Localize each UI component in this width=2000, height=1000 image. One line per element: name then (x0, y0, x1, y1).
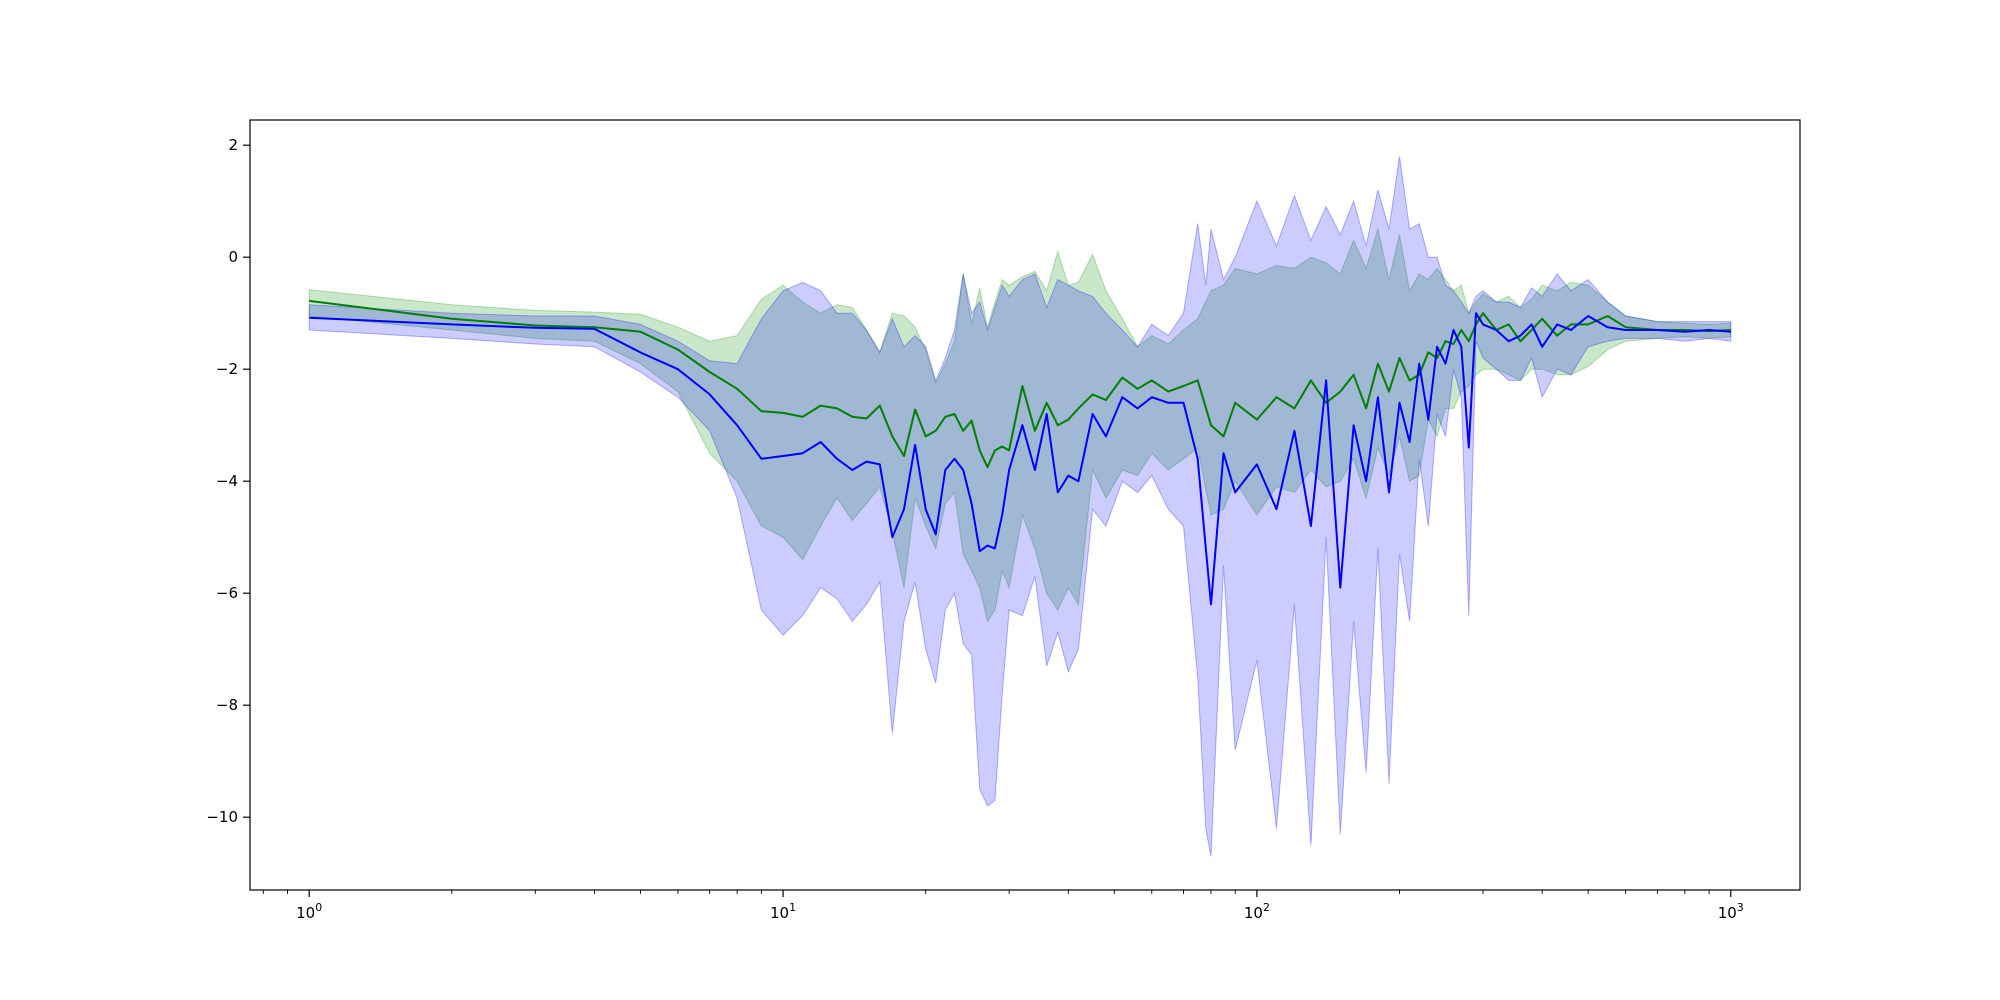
x-tick-label-1: 101 (770, 901, 796, 922)
y-tick-label-1: 0 (228, 248, 238, 266)
y-tick-label-0: 2 (228, 136, 238, 154)
y-axis: 2 0 −2 −4 −6 −8 −10 (206, 136, 250, 826)
x-tick-label-3: 103 (1718, 901, 1744, 922)
series-1-band (308, 156, 1732, 857)
series-1-line (309, 312, 1731, 606)
series-lines (309, 299, 1731, 606)
x-tick-label-2: 102 (1244, 901, 1270, 922)
series-0-band (308, 227, 1732, 623)
y-tick-label-2: −2 (216, 360, 238, 378)
y-tick-label-3: −4 (216, 472, 238, 490)
plot-area-frame (249, 119, 1801, 891)
y-tick-label-5: −8 (216, 696, 238, 714)
y-tick-label-6: −10 (206, 808, 238, 826)
y-tick-label-4: −6 (216, 584, 238, 602)
confidence-bands (308, 156, 1732, 857)
x-tick-label-0: 100 (296, 901, 322, 922)
series-0-line (309, 299, 1731, 469)
x-axis: 100 101 102 103 (262, 890, 1744, 922)
